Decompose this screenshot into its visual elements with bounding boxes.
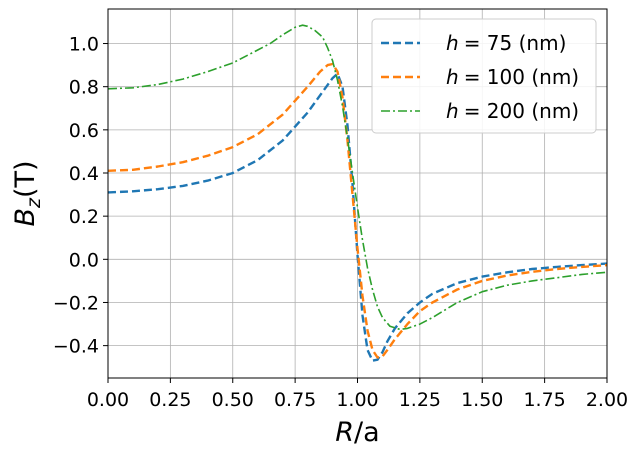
y-tick-label: 0.6	[69, 120, 99, 142]
x-axis-label: R/a	[335, 417, 379, 448]
legend-label-2: h = 100 (nm)	[446, 65, 579, 89]
x-tick-label: 0.75	[274, 389, 316, 411]
legend-label-1: h = 75 (nm)	[446, 31, 566, 55]
y-tick-label: −0.2	[53, 292, 99, 314]
y-tick-label: 1.0	[69, 34, 99, 56]
ticks	[103, 43, 608, 383]
series-line-3	[107, 24, 608, 331]
y-tick-label: 0.0	[69, 249, 99, 271]
x-tick-label: 1.50	[461, 389, 503, 411]
y-tick-label: −0.4	[53, 336, 99, 358]
x-tick-label: 0.25	[149, 389, 191, 411]
x-tick-label: 1.00	[336, 389, 378, 411]
series-layer	[107, 24, 608, 362]
y-tick-label: 0.4	[69, 163, 99, 185]
y-tick-label: 0.2	[69, 206, 99, 228]
x-tick-label: 2.00	[586, 389, 628, 411]
tick-labels: 0.00 0.25 0.50 0.75 1.00 1.25 1.50 1.75 2.00 −0.4…	[53, 34, 628, 411]
series-line-2	[107, 62, 608, 359]
x-tick-label: 1.25	[399, 389, 441, 411]
x-tick-label: 0.50	[212, 389, 254, 411]
series-line-1	[107, 72, 608, 362]
legend-label-3: h = 200 (nm)	[446, 99, 579, 123]
y-tick-label: 0.8	[69, 77, 99, 99]
x-tick-label: 1.75	[523, 389, 565, 411]
x-tick-label: 0.00	[87, 389, 129, 411]
legend: h = 75 (nm) h = 100 (nm) h = 200 (nm)	[371, 18, 597, 134]
legend-box	[371, 18, 597, 134]
y-axis-label: Bz(T)	[10, 160, 45, 226]
